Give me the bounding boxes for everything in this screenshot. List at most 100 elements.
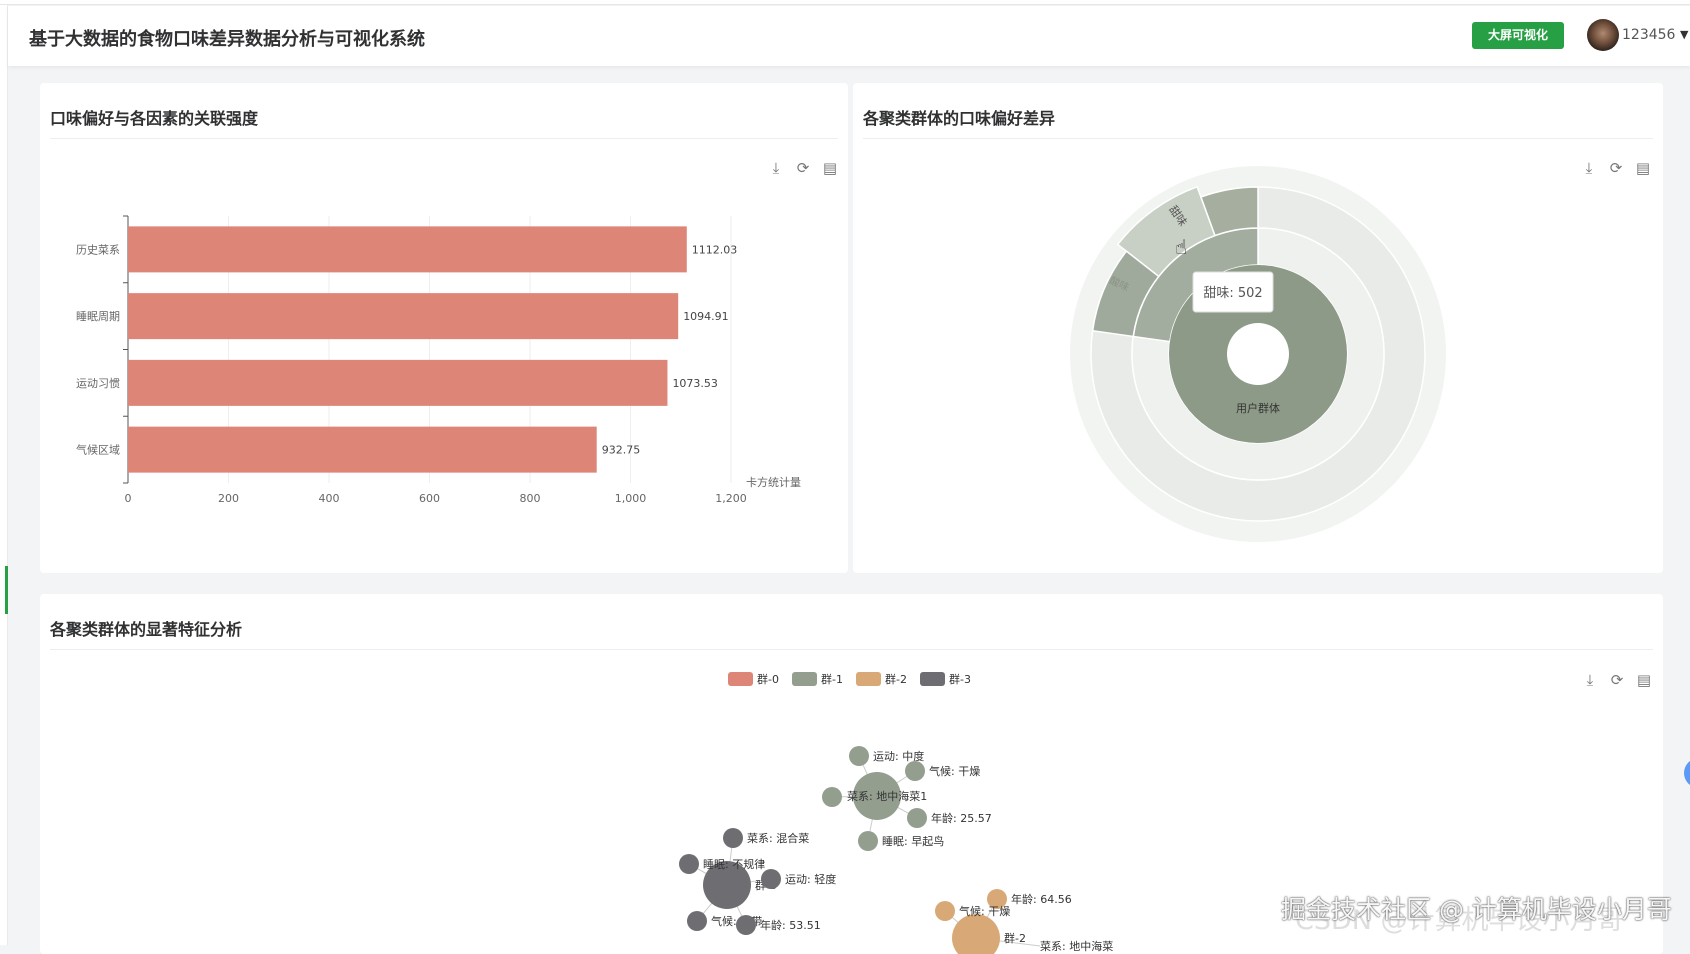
tooltip-text: 甜味: 502 [1203,285,1262,301]
divider [863,138,1653,139]
node-label: 运动: 中度 [873,749,924,763]
refresh-icon[interactable]: ⟳ [796,159,810,177]
divider [50,649,1653,650]
graph-node [723,828,743,848]
node-label: 气候: 干燥 [929,764,980,778]
graph-node [907,808,927,828]
data-label: 1112.03 [692,243,738,256]
toolbox: ⤓ ⟳ ▤ [1581,671,1653,689]
legend-swatch [920,672,945,686]
node-label: 年龄: 53.51 [760,918,821,932]
top-border [0,0,1690,5]
x-tick-label: 1,200 [715,492,747,505]
x-tick-label: 0 [125,492,132,505]
graph-node [703,861,751,909]
graph-node [687,911,707,931]
x-tick-label: 200 [218,492,239,505]
data-view-icon[interactable]: ▤ [1636,671,1652,689]
cursor-hand-icon: ☝ [1175,235,1187,259]
download-icon[interactable]: ⤓ [772,159,780,177]
graph-node [761,869,781,889]
caret-down-icon[interactable]: ▼ [1680,28,1689,41]
app-title: 基于大数据的食物口味差异数据分析与可视化系统 [29,29,425,50]
bar [128,293,679,340]
download-icon[interactable]: ⤓ [1585,159,1593,177]
node-label: 运动: 轻度 [785,872,836,886]
bar-chart: 0 200 400 600 800 1,000 1,200 历史菜系 1112.03 睡眠周期 10… [76,215,801,505]
refresh-icon[interactable]: ⟳ [1609,159,1623,177]
panel-title: 各聚类群体的显著特征分析 [50,620,243,639]
node-label: 睡眠: 早起鸟 [882,834,944,848]
bar [128,426,597,473]
header: 基于大数据的食物口味差异数据分析与可视化系统 大屏可视化 123456 ▼ [8,6,1690,66]
panel-title: 各聚类群体的口味偏好差异 [863,109,1056,128]
legend-label: 群-1 [821,672,843,686]
floating-button[interactable] [1684,758,1690,788]
node-label: 菜系: 地中海菜1 [847,789,927,803]
username[interactable]: 123456 [1622,27,1676,43]
graph-node [952,914,1000,954]
legend-label: 群-2 [885,672,907,686]
node-label: 气候: 干燥 [959,904,1010,918]
center-hole [1227,323,1289,385]
y-category-label: 睡眠周期 [76,310,120,323]
watermark: 掘金技术社区 @ 计算机毕设小月哥 [1281,895,1672,924]
graph-node [679,854,699,874]
x-tick-label: 400 [319,492,340,505]
node-label: 年龄: 64.56 [1011,892,1072,906]
graph-node [736,915,756,935]
x-tick-label: 1,000 [615,492,647,505]
bar [128,226,687,273]
correlation-panel: 口味偏好与各因素的关联强度 ⤓ ⟳ ▤ 0 200 400 600 800 1,000 1,20… [40,83,848,573]
divider [50,138,838,139]
toolbox: ⤓ ⟳ ▤ [1580,159,1652,177]
graph-node [849,746,869,766]
sidebar-active-indicator [5,566,8,614]
data-view-icon[interactable]: ▤ [822,159,838,177]
ring3-segment-sweet [1116,185,1216,278]
refresh-icon[interactable]: ⟳ [1610,671,1624,689]
legend-swatch [856,672,881,686]
node-label: 群-2 [1004,931,1026,945]
x-axis-name: 卡方统计量 [746,475,801,489]
node-label: 年龄: 25.57 [931,811,992,825]
legend-swatch [792,672,817,686]
data-label: 932.75 [602,444,641,457]
node-label: 菜系: 地中海菜 [1040,939,1113,953]
download-icon[interactable]: ⤓ [1586,671,1594,689]
y-category-label: 气候区域 [76,443,120,457]
cluster-feature-panel: 各聚类群体的显著特征分析 ⤓ ⟳ ▤ 群-0 群-1 群-2 群-3 菜系: 地中海菜1 运动… [40,594,1663,954]
node-label: 菜系: 混合菜 [747,831,809,845]
bar [128,359,668,406]
watermark-csdn: CSDN @计算机毕设小月哥 [1295,905,1624,936]
graph-node [858,831,878,851]
graph-node [853,772,901,820]
root-label: 用户群体 [1236,401,1280,415]
sunburst-panel: 各聚类群体的口味偏好差异 ⤓ ⟳ ▤ 用户群体 甜味 酸味 甜味: 502 ☝ [853,83,1663,573]
panel-title: 口味偏好与各因素的关联强度 [50,109,259,128]
y-category-label: 运动习惯 [76,376,120,390]
bigscreen-button[interactable]: 大屏可视化 [1472,22,1564,49]
data-label: 1094.91 [683,310,729,323]
ring3-segment-sour [1091,250,1160,338]
graph-node [935,901,955,921]
data-view-icon[interactable]: ▤ [1635,159,1651,177]
y-category-label: 历史菜系 [76,243,120,256]
data-label: 1073.53 [672,377,718,390]
avatar[interactable] [1587,19,1619,51]
graph-node [822,787,842,807]
tooltip [1192,271,1274,313]
legend-swatch [728,672,753,686]
graph-node [905,761,925,781]
node-label: 睡眠: 不规律 [703,857,765,871]
legend-label: 群-0 [757,672,779,686]
sidebar [0,5,8,945]
graph-node [987,889,1007,909]
ring3-segment [1199,186,1259,237]
toolbox: ⤓ ⟳ ▤ [767,159,839,177]
legend-label: 群-3 [949,672,971,686]
x-tick-label: 600 [419,492,440,505]
x-tick-label: 800 [520,492,541,505]
